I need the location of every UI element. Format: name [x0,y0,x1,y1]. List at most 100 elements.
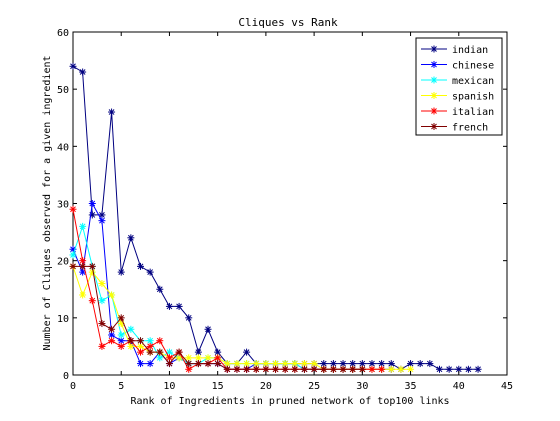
data-point-french [146,348,154,356]
axis-ticks: 0 5 10 15 20 25 30 35 40 45 0 10 20 30 40 50 60 [57,28,513,392]
data-point-chinese [137,360,145,368]
legend-marker [430,76,438,84]
legend-entry-italian: italian [421,107,494,118]
data-point-mexican [165,348,173,356]
data-point-indian [175,302,183,310]
legend: indian chinese mexican spanish italian french [415,37,503,136]
data-point-indian [127,234,135,242]
legend-entry-spanish: spanish [421,92,494,103]
data-point-italian [185,365,193,373]
legend-items: indian chinese mexican spanish italian french [421,45,494,134]
data-point-french [117,314,125,322]
data-point-spanish [127,342,135,350]
x-tick-label: 35 [405,381,417,392]
data-point-spanish [108,291,116,299]
data-point-spanish [387,365,395,373]
data-point-indian [243,348,251,356]
legend-marker [430,123,438,130]
data-point-indian [204,325,212,333]
data-point-french [223,365,231,373]
x-tick-label: 20 [260,381,272,392]
x-tick-label: 5 [118,381,124,392]
data-point-indian [464,365,472,373]
y-tick-label: 10 [57,314,69,325]
series-french [69,262,366,373]
data-point-french [156,348,164,356]
data-point-french [204,360,212,368]
legend-entry-chinese: chinese [421,61,494,72]
data-point-french [291,365,299,373]
data-point-italian [88,297,96,305]
data-point-indian [79,68,87,76]
data-point-spanish [243,360,251,368]
data-point-french [252,365,260,373]
data-point-spanish [98,280,106,288]
data-point-indian [108,108,116,116]
data-point-french [137,337,145,345]
data-point-mexican [79,222,87,230]
x-tick-label: 40 [453,381,465,392]
data-point-french [214,360,222,368]
data-point-spanish [397,365,405,373]
x-tick-label: 25 [308,381,320,392]
data-point-indian [214,348,222,356]
legend-label: mexican [452,76,494,87]
data-point-french [185,360,193,368]
data-point-spanish [233,360,241,368]
data-point-indian [117,268,125,276]
legend-marker [430,61,438,68]
data-point-italian [108,337,116,345]
y-tick-label: 50 [57,85,69,96]
data-point-indian [426,360,434,368]
data-point-mexican [127,325,135,333]
data-point-italian [117,342,125,350]
data-point-french [349,365,357,373]
legend-entry-indian: indian [421,45,488,56]
legend-entry-mexican: mexican [421,76,494,87]
x-axis-title: Rank of Ingredients in pruned network of… [130,396,449,407]
data-point-french [108,325,116,333]
data-point-spanish [79,291,87,299]
data-point-chinese [98,217,106,225]
legend-label: french [452,123,488,134]
data-point-indian [137,262,145,270]
x-tick-label: 10 [163,381,175,392]
data-point-indian [445,365,453,373]
data-point-french [88,262,96,270]
x-tick-label: 0 [70,381,76,392]
data-point-french [272,365,280,373]
data-point-french [175,348,183,356]
data-point-italian [98,342,106,350]
data-point-mexican [117,331,125,339]
data-point-french [300,365,308,373]
data-point-indian [435,365,443,373]
data-point-french [194,360,202,368]
legend-label: spanish [452,92,494,103]
data-point-indian [185,314,193,322]
data-point-french [127,337,135,345]
data-point-chinese [146,360,154,368]
data-point-spanish [252,360,260,368]
legend-marker [430,45,438,53]
data-point-spanish [300,360,308,368]
y-tick-label: 20 [57,257,69,268]
data-point-indian [416,360,424,368]
y-tick-label: 0 [63,371,69,382]
y-axis-title: Number of Cliques observed for a given i… [42,55,53,350]
data-point-french [339,365,347,373]
data-point-spanish [185,354,193,362]
legend-marker [430,107,438,115]
data-point-chinese [88,200,96,207]
data-point-french [79,262,87,270]
data-point-indian [368,360,376,368]
series-layer [69,62,482,373]
data-point-indian [146,268,154,276]
data-point-french [320,365,328,373]
legend-box [415,37,503,136]
x-tick-label: 30 [356,381,368,392]
legend-marker [430,92,438,99]
y-tick-label: 60 [57,28,69,39]
legend-label: italian [452,107,494,118]
data-point-italian [156,337,164,345]
